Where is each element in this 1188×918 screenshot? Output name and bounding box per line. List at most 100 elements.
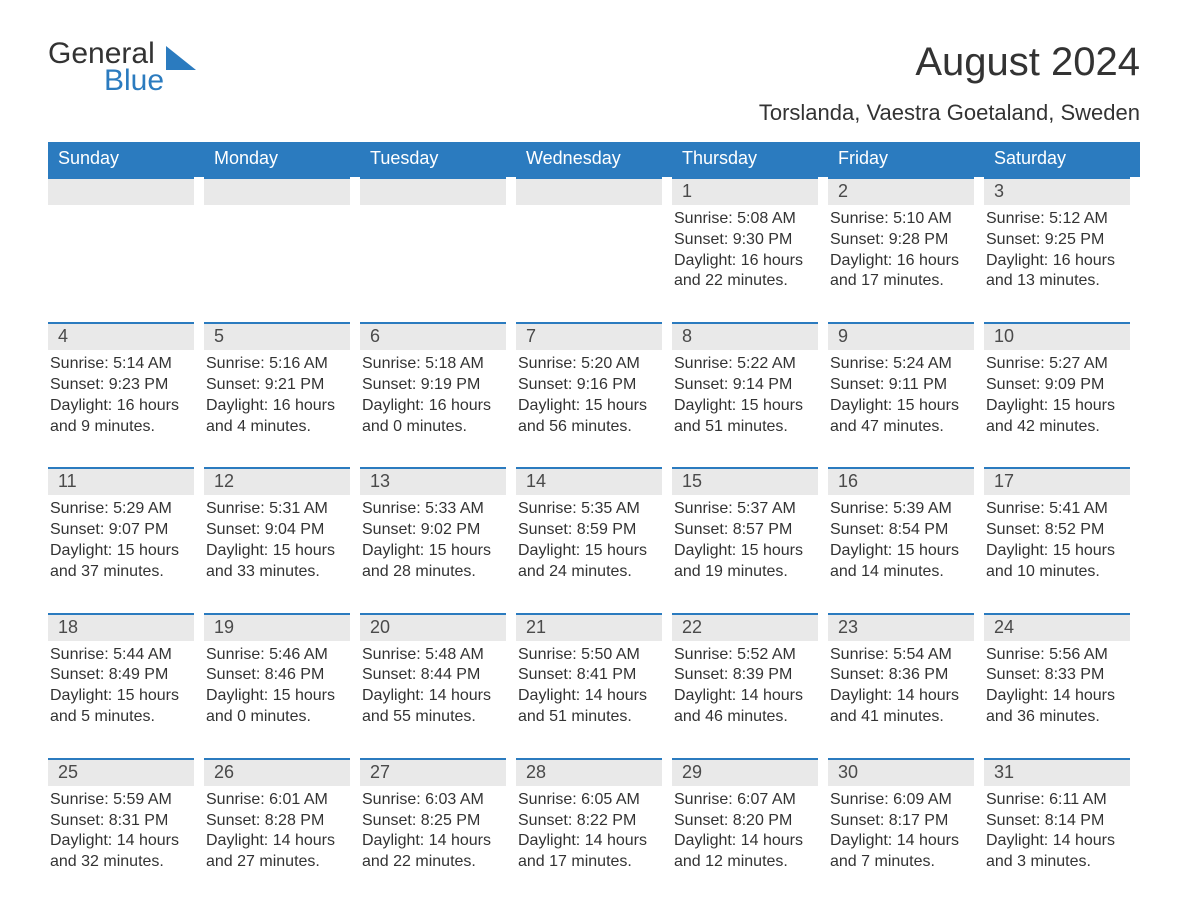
day-cell: 18Sunrise: 5:44 AMSunset: 8:49 PMDayligh… (48, 613, 204, 758)
day-cell (48, 177, 204, 322)
sunset-line: Sunset: 9:04 PM (206, 520, 350, 541)
day-cell (516, 177, 672, 322)
day-details: Sunrise: 5:22 AMSunset: 9:14 PMDaylight:… (672, 354, 818, 437)
daylight-line: Daylight: 14 hours and 41 minutes. (830, 686, 974, 728)
sunrise-line: Sunrise: 6:03 AM (362, 790, 506, 811)
day-number: 20 (360, 613, 506, 641)
daylight-line: Daylight: 14 hours and 3 minutes. (986, 831, 1130, 873)
day-cell: 8 Sunrise: 5:22 AMSunset: 9:14 PMDaylight… (672, 322, 828, 467)
day-cell: 1 Sunrise: 5:08 AMSunset: 9:30 PMDaylight… (672, 177, 828, 322)
day-cell: 7Sunrise: 5:20 AMSunset: 9:16 PMDaylight… (516, 322, 672, 467)
day-number: 8 (672, 322, 818, 350)
week-row: 11Sunrise: 5:29 AMSunset: 9:07 PMDayligh… (48, 467, 1140, 612)
day-number: 1 (672, 177, 818, 205)
day-cell: 17Sunrise: 5:41 AMSunset: 8:52 PMDayligh… (984, 467, 1140, 612)
day-number: 31 (984, 758, 1130, 786)
day-cell: 24Sunrise: 5:56 AMSunset: 8:33 PMDayligh… (984, 613, 1140, 758)
day-cell: 19Sunrise: 5:46 AMSunset: 8:46 PMDayligh… (204, 613, 360, 758)
sunrise-line: Sunrise: 5:22 AM (674, 354, 818, 375)
brand-triangle-icon (166, 46, 196, 70)
day-cell: 5 Sunrise: 5:16 AMSunset: 9:21 PMDaylight… (204, 322, 360, 467)
day-details: Sunrise: 5:52 AMSunset: 8:39 PMDaylight:… (672, 645, 818, 728)
sunrise-line: Sunrise: 6:05 AM (518, 790, 662, 811)
sunset-line: Sunset: 8:25 PM (362, 811, 506, 832)
brand-general-text: General (48, 40, 164, 67)
day-details: Sunrise: 5:24 AMSunset: 9:11 PMDaylight:… (828, 354, 974, 437)
page-title: August 2024 (915, 40, 1140, 85)
daylight-line: Daylight: 15 hours and 33 minutes. (206, 541, 350, 583)
sunrise-line: Sunrise: 6:11 AM (986, 790, 1130, 811)
calendar-weeks: 1 Sunrise: 5:08 AMSunset: 9:30 PMDaylight… (48, 177, 1140, 903)
daylight-line: Daylight: 14 hours and 36 minutes. (986, 686, 1130, 728)
sunrise-line: Sunrise: 5:44 AM (50, 645, 194, 666)
day-number: 21 (516, 613, 662, 641)
day-details: Sunrise: 5:08 AMSunset: 9:30 PMDaylight:… (672, 209, 818, 292)
day-details: Sunrise: 5:27 AMSunset: 9:09 PMDaylight:… (984, 354, 1130, 437)
sunrise-line: Sunrise: 5:18 AM (362, 354, 506, 375)
sunrise-line: Sunrise: 5:14 AM (50, 354, 194, 375)
daylight-line: Daylight: 16 hours and 17 minutes. (830, 251, 974, 293)
daylight-line: Daylight: 15 hours and 10 minutes. (986, 541, 1130, 583)
sunset-line: Sunset: 9:28 PM (830, 230, 974, 251)
daylight-line: Daylight: 15 hours and 42 minutes. (986, 396, 1130, 438)
day-details: Sunrise: 5:35 AMSunset: 8:59 PMDaylight:… (516, 499, 662, 582)
sunset-line: Sunset: 9:16 PM (518, 375, 662, 396)
sunset-line: Sunset: 8:33 PM (986, 665, 1130, 686)
day-details: Sunrise: 6:01 AMSunset: 8:28 PMDaylight:… (204, 790, 350, 873)
sunrise-line: Sunrise: 5:50 AM (518, 645, 662, 666)
day-cell: 27 Sunrise: 6:03 AMSunset: 8:25 PMDayligh… (360, 758, 516, 903)
day-number: 27 (360, 758, 506, 786)
day-details: Sunrise: 6:03 AMSunset: 8:25 PMDaylight:… (360, 790, 506, 873)
day-number: 24 (984, 613, 1130, 641)
sunrise-line: Sunrise: 6:09 AM (830, 790, 974, 811)
sunset-line: Sunset: 9:11 PM (830, 375, 974, 396)
day-number: 5 (204, 322, 350, 350)
daylight-line: Daylight: 14 hours and 17 minutes. (518, 831, 662, 873)
day-cell: 6 Sunrise: 5:18 AMSunset: 9:19 PMDaylight… (360, 322, 516, 467)
sunset-line: Sunset: 9:14 PM (674, 375, 818, 396)
daylight-line: Daylight: 15 hours and 51 minutes. (674, 396, 818, 438)
day-cell: 10Sunrise: 5:27 AMSunset: 9:09 PMDayligh… (984, 322, 1140, 467)
day-details: Sunrise: 5:50 AMSunset: 8:41 PMDaylight:… (516, 645, 662, 728)
sunset-line: Sunset: 8:31 PM (50, 811, 194, 832)
day-details: Sunrise: 5:14 AMSunset: 9:23 PMDaylight:… (48, 354, 194, 437)
daylight-line: Daylight: 15 hours and 5 minutes. (50, 686, 194, 728)
day-cell: 23Sunrise: 5:54 AMSunset: 8:36 PMDayligh… (828, 613, 984, 758)
sunset-line: Sunset: 9:19 PM (362, 375, 506, 396)
day-number: 23 (828, 613, 974, 641)
daylight-line: Daylight: 15 hours and 0 minutes. (206, 686, 350, 728)
day-number: 4 (48, 322, 194, 350)
sunrise-line: Sunrise: 5:10 AM (830, 209, 974, 230)
sunset-line: Sunset: 8:44 PM (362, 665, 506, 686)
sunset-line: Sunset: 8:36 PM (830, 665, 974, 686)
day-cell: 4 Sunrise: 5:14 AMSunset: 9:23 PMDaylight… (48, 322, 204, 467)
sunrise-line: Sunrise: 5:41 AM (986, 499, 1130, 520)
daylight-line: Daylight: 14 hours and 55 minutes. (362, 686, 506, 728)
sunset-line: Sunset: 9:23 PM (50, 375, 194, 396)
day-details: Sunrise: 5:16 AMSunset: 9:21 PMDaylight:… (204, 354, 350, 437)
day-number: 6 (360, 322, 506, 350)
day-number: 28 (516, 758, 662, 786)
daylight-line: Daylight: 15 hours and 24 minutes. (518, 541, 662, 583)
sunset-line: Sunset: 8:46 PM (206, 665, 350, 686)
day-details: Sunrise: 5:18 AMSunset: 9:19 PMDaylight:… (360, 354, 506, 437)
sunset-line: Sunset: 8:49 PM (50, 665, 194, 686)
day-details: Sunrise: 5:41 AMSunset: 8:52 PMDaylight:… (984, 499, 1130, 582)
day-details: Sunrise: 5:10 AMSunset: 9:28 PMDaylight:… (828, 209, 974, 292)
day-cell: 3Sunrise: 5:12 AMSunset: 9:25 PMDaylight… (984, 177, 1140, 322)
sunrise-line: Sunrise: 5:20 AM (518, 354, 662, 375)
header: General Blue August 2024 (48, 40, 1140, 94)
sunrise-line: Sunrise: 5:24 AM (830, 354, 974, 375)
day-details: Sunrise: 5:31 AMSunset: 9:04 PMDaylight:… (204, 499, 350, 582)
sunrise-line: Sunrise: 5:48 AM (362, 645, 506, 666)
daylight-line: Daylight: 16 hours and 0 minutes. (362, 396, 506, 438)
sunset-line: Sunset: 8:17 PM (830, 811, 974, 832)
day-number: 3 (984, 177, 1130, 205)
day-cell: 21 Sunrise: 5:50 AMSunset: 8:41 PMDayligh… (516, 613, 672, 758)
day-cell (204, 177, 360, 322)
sunrise-line: Sunrise: 5:31 AM (206, 499, 350, 520)
day-details: Sunrise: 6:11 AMSunset: 8:14 PMDaylight:… (984, 790, 1130, 873)
day-details: Sunrise: 5:33 AMSunset: 9:02 PMDaylight:… (360, 499, 506, 582)
day-cell: 16Sunrise: 5:39 AMSunset: 8:54 PMDayligh… (828, 467, 984, 612)
sunrise-line: Sunrise: 5:52 AM (674, 645, 818, 666)
